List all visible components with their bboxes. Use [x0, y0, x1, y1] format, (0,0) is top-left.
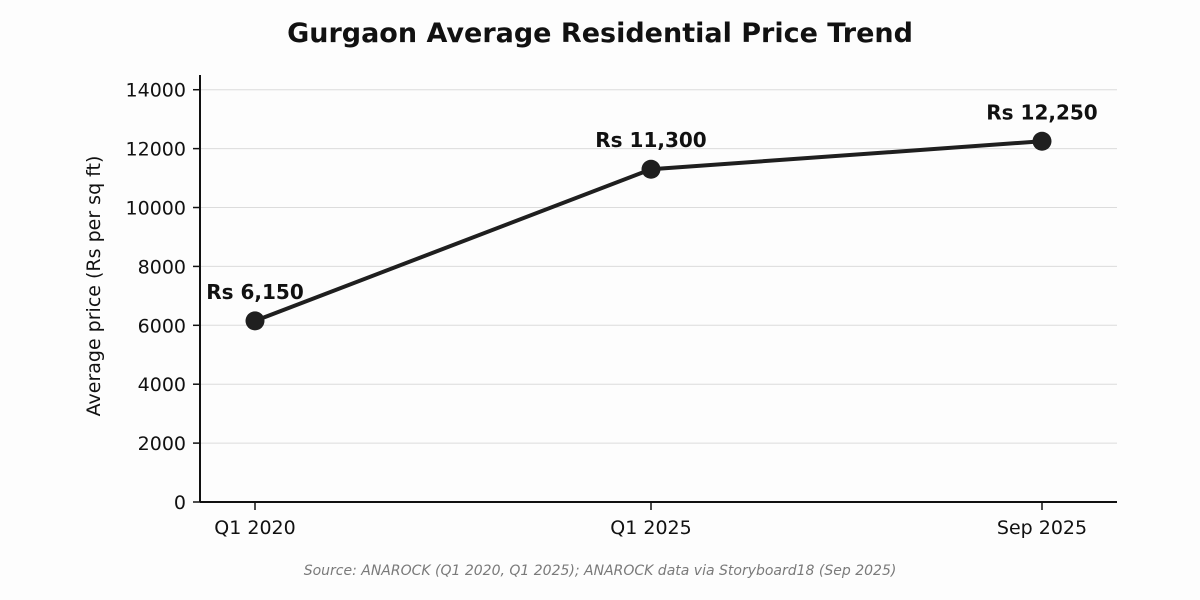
x-tick-label: Sep 2025 — [997, 517, 1087, 539]
data-point — [245, 311, 265, 331]
data-label: Rs 11,300 — [595, 128, 706, 152]
gridlines — [200, 89, 1117, 444]
y-tick-label: 2000 — [138, 433, 186, 455]
data-label: Rs 6,150 — [206, 280, 304, 304]
data-point — [1032, 131, 1052, 151]
y-tick-label: 10000 — [126, 198, 186, 220]
chart-title: Gurgaon Average Residential Price Trend — [287, 18, 913, 49]
data-labels: Rs 6,150 Rs 11,300 Rs 12,250 — [206, 100, 1097, 304]
y-tick-label: 12000 — [126, 139, 186, 161]
y-tick-label: 14000 — [126, 80, 186, 102]
y-tick-label: 8000 — [138, 256, 186, 278]
data-label: Rs 12,250 — [986, 100, 1097, 124]
data-series — [245, 131, 1052, 331]
axes — [199, 75, 1117, 503]
y-axis-title: Average price (Rs per sq ft) — [83, 156, 105, 417]
ticks: 0 2000 4000 6000 8000 10000 12000 14000 Q1 2020 Q… — [126, 80, 1088, 539]
x-tick-label: Q1 2025 — [610, 517, 691, 539]
source-note: Source: ANAROCK (Q1 2020, Q1 2025); ANAR… — [304, 563, 897, 579]
y-tick-label: 6000 — [138, 315, 186, 337]
x-tick-label: Q1 2020 — [214, 517, 295, 539]
y-tick-label: 0 — [174, 492, 186, 514]
y-tick-label: 4000 — [138, 374, 186, 396]
data-point — [641, 159, 661, 179]
